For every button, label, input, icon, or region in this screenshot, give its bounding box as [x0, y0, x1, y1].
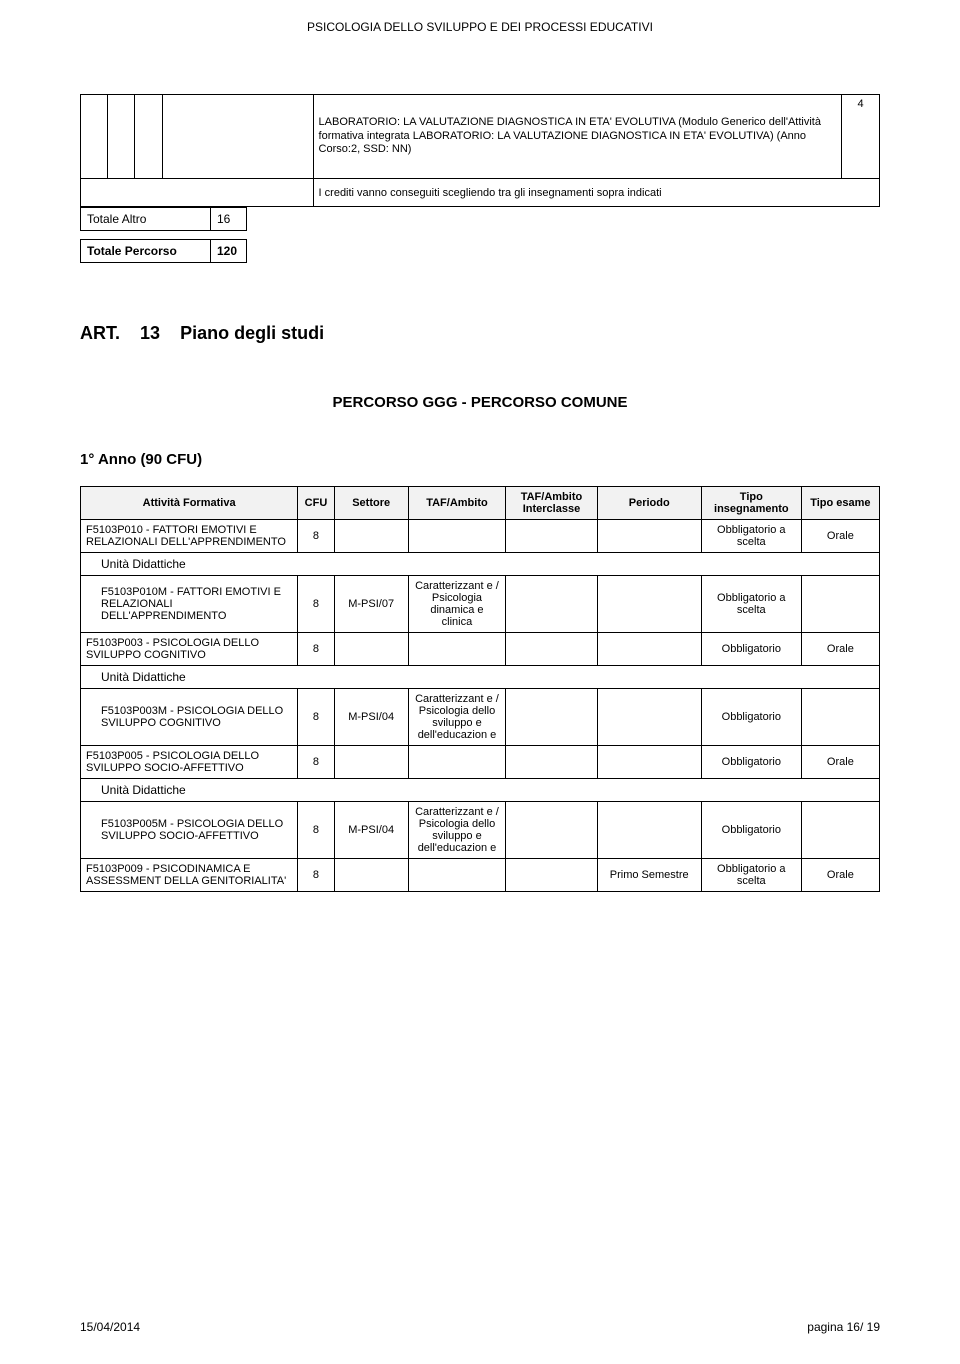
settore-cell: M-PSI/07 — [334, 576, 408, 633]
page: PSICOLOGIA DELLO SVILUPPO E DEI PROCESSI… — [0, 0, 960, 1364]
sub-activity-cell: F5103P010M - FATTORI EMOTIVI E RELAZIONA… — [81, 576, 298, 633]
sub-activity-cell: F5103P005M - PSICOLOGIA DELLO SVILUPPO S… — [81, 802, 298, 859]
tipoins-cell: Obbligatorio a scelta — [701, 520, 801, 553]
tipoins-cell: Obbligatorio — [701, 633, 801, 666]
col-tipoins-header: Tipo insegnamento — [701, 487, 801, 520]
ud-label: Unità Didattiche — [81, 553, 880, 576]
table-row: F5103P010M - FATTORI EMOTIVI E RELAZIONA… — [81, 576, 880, 633]
cfu-cell: 8 — [298, 633, 335, 666]
art-heading: ART. 13 Piano degli studi — [80, 323, 880, 344]
study-plan-table: Attività Formativa CFU Settore TAF/Ambit… — [80, 486, 880, 892]
tipoins-cell: Obbligatorio — [701, 746, 801, 779]
cfu-cell: 8 — [298, 520, 335, 553]
credits-text: I crediti vanno conseguiti scegliendo tr… — [313, 179, 879, 207]
table-row: F5103P010 - FATTORI EMOTIVI E RELAZIONAL… — [81, 520, 880, 553]
percorso-title: PERCORSO GGG - PERCORSO COMUNE — [80, 394, 880, 411]
totale-altro-table: Totale Altro 16 — [80, 207, 247, 231]
footer-date: 15/04/2014 — [80, 1320, 140, 1334]
periodo-cell: Primo Semestre — [597, 859, 701, 892]
col-tafinter-header: TAF/Ambito Interclasse — [506, 487, 597, 520]
page-header-title: PSICOLOGIA DELLO SVILUPPO E DEI PROCESSI… — [80, 20, 880, 34]
col-taf-header: TAF/Ambito — [408, 487, 506, 520]
cfu-cell: 8 — [298, 859, 335, 892]
anno-title: 1° Anno (90 CFU) — [80, 451, 880, 468]
totale-percorso-value: 120 — [211, 240, 247, 263]
art-num: 13 — [140, 323, 160, 343]
art-label: ART. — [80, 323, 120, 343]
tipoesame-cell: Orale — [801, 746, 879, 779]
ud-label: Unità Didattiche — [81, 779, 880, 802]
table-row: F5103P003M - PSICOLOGIA DELLO SVILUPPO C… — [81, 689, 880, 746]
cfu-cell: 8 — [298, 576, 335, 633]
activity-cell: F5103P009 - PSICODINAMICA E ASSESSMENT D… — [81, 859, 298, 892]
col-settore-header: Settore — [334, 487, 408, 520]
table-row: F5103P005 - PSICOLOGIA DELLO SVILUPPO SO… — [81, 746, 880, 779]
table-row: F5103P009 - PSICODINAMICA E ASSESSMENT D… — [81, 859, 880, 892]
sub-activity-cell: F5103P003M - PSICOLOGIA DELLO SVILUPPO C… — [81, 689, 298, 746]
col-activity-header: Attività Formativa — [81, 487, 298, 520]
taf-cell: Caratterizzant e / Psicologia dello svil… — [408, 689, 506, 746]
tipoins-cell: Obbligatorio a scelta — [701, 859, 801, 892]
footer-page: pagina 16/ 19 — [807, 1320, 880, 1334]
ud-row: Unità Didattiche — [81, 666, 880, 689]
settore-cell: M-PSI/04 — [334, 689, 408, 746]
settore-cell: M-PSI/04 — [334, 802, 408, 859]
taf-cell: Caratterizzant e / Psicologia dinamica e… — [408, 576, 506, 633]
activity-cell: F5103P003 - PSICOLOGIA DELLO SVILUPPO CO… — [81, 633, 298, 666]
totale-percorso-label: Totale Percorso — [81, 240, 211, 263]
table-row: F5103P003 - PSICOLOGIA DELLO SVILUPPO CO… — [81, 633, 880, 666]
col-periodo-header: Periodo — [597, 487, 701, 520]
table-row: F5103P005M - PSICOLOGIA DELLO SVILUPPO S… — [81, 802, 880, 859]
tipoesame-cell: Orale — [801, 859, 879, 892]
top-block-text: LABORATORIO: LA VALUTAZIONE DIAGNOSTICA … — [313, 95, 842, 179]
totale-altro-label: Totale Altro — [81, 208, 211, 231]
tipoesame-cell: Orale — [801, 520, 879, 553]
totale-percorso-table: Totale Percorso 120 — [80, 239, 247, 263]
tipoins-cell: Obbligatorio — [701, 689, 801, 746]
tipoesame-cell: Orale — [801, 633, 879, 666]
activity-cell: F5103P005 - PSICOLOGIA DELLO SVILUPPO SO… — [81, 746, 298, 779]
top-block-number: 4 — [842, 95, 880, 179]
ud-label: Unità Didattiche — [81, 666, 880, 689]
taf-cell: Caratterizzant e / Psicologia dello svil… — [408, 802, 506, 859]
cfu-cell: 8 — [298, 689, 335, 746]
footer: 15/04/2014 pagina 16/ 19 — [80, 1320, 880, 1334]
art-title: Piano degli studi — [180, 323, 324, 343]
tipoins-cell: Obbligatorio a scelta — [701, 576, 801, 633]
tipoins-cell: Obbligatorio — [701, 802, 801, 859]
cfu-cell: 8 — [298, 746, 335, 779]
col-tipoesame-header: Tipo esame — [801, 487, 879, 520]
totale-altro-value: 16 — [211, 208, 247, 231]
activity-cell: F5103P010 - FATTORI EMOTIVI E RELAZIONAL… — [81, 520, 298, 553]
col-cfu-header: CFU — [298, 487, 335, 520]
cfu-cell: 8 — [298, 802, 335, 859]
ud-row: Unità Didattiche — [81, 779, 880, 802]
top-block-table: LABORATORIO: LA VALUTAZIONE DIAGNOSTICA … — [80, 94, 880, 207]
ud-row: Unità Didattiche — [81, 553, 880, 576]
table-header-row: Attività Formativa CFU Settore TAF/Ambit… — [81, 487, 880, 520]
